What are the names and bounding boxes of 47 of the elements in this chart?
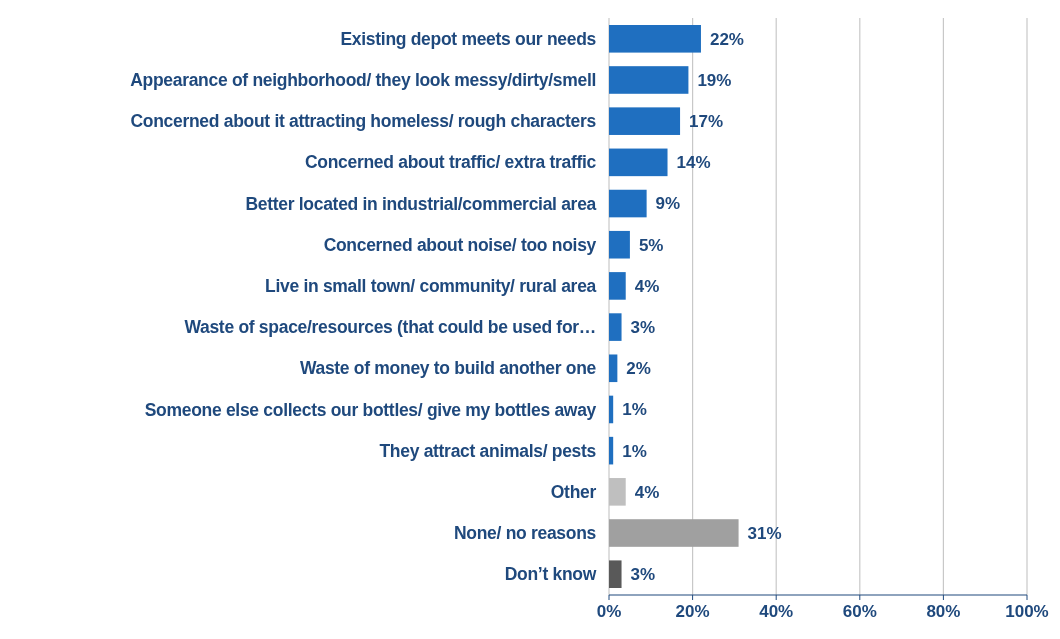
- data-label: 1%: [622, 400, 647, 420]
- data-label: 9%: [655, 194, 681, 214]
- data-label: 3%: [630, 318, 656, 338]
- data-label: 14%: [676, 153, 711, 173]
- y-tick-label: Appearance of neighborhood/ they look messy/dirty/smell: [130, 70, 596, 91]
- bar: [609, 354, 618, 383]
- data-label: 1%: [622, 441, 647, 461]
- data-label: 19%: [697, 70, 732, 90]
- data-label: 3%: [630, 565, 656, 585]
- bar: [609, 25, 701, 53]
- x-tick-label: 0%: [596, 602, 622, 621]
- x-tick-label: 60%: [842, 602, 877, 621]
- bar: [609, 107, 681, 135]
- bar: [609, 66, 689, 94]
- data-label: 17%: [689, 112, 724, 132]
- y-tick-label: Someone else collects our bottles/ give my bottles away: [144, 399, 597, 420]
- data-label: 5%: [638, 235, 664, 255]
- y-tick-label: Waste of money to build another one: [299, 358, 597, 379]
- x-tick-label: 20%: [675, 602, 710, 621]
- data-label: 4%: [634, 482, 660, 502]
- y-tick-label: Live in small town/ community/ rural area: [265, 276, 597, 297]
- data-label: 22%: [709, 29, 744, 49]
- data-label: 31%: [747, 523, 782, 543]
- y-tick-label: Existing depot meets our needs: [340, 28, 597, 49]
- y-tick-label: Concerned about noise/ too noisy: [323, 234, 597, 255]
- data-label: 4%: [634, 276, 660, 296]
- bar: [609, 189, 647, 218]
- bar: [609, 436, 614, 465]
- x-tick-label: 100%: [1005, 602, 1049, 621]
- y-tick-label: Concerned about traffic/ extra traffic: [304, 152, 597, 173]
- y-tick-label: Better located in industrial/commercial area: [245, 193, 597, 214]
- y-tick-label: Other: [550, 481, 597, 502]
- bar: [609, 519, 739, 547]
- x-tick-label: 40%: [759, 602, 794, 621]
- y-tick-label: Don’t know: [504, 564, 597, 585]
- bar: [609, 148, 668, 177]
- bar: [609, 395, 614, 424]
- y-tick-label: Concerned about it attracting homeless/ rough characters: [130, 111, 597, 132]
- bar: [609, 272, 626, 300]
- x-tick-label: 80%: [926, 602, 961, 621]
- y-tick-label: Waste of space/resources (that could be used for…: [184, 317, 596, 338]
- bar: [609, 313, 622, 341]
- bar: [609, 560, 622, 588]
- y-tick-label: None/ no reasons: [453, 523, 597, 544]
- bar: [609, 230, 630, 259]
- y-tick-label: They attract animals/ pests: [379, 440, 597, 461]
- data-label: 2%: [626, 359, 651, 379]
